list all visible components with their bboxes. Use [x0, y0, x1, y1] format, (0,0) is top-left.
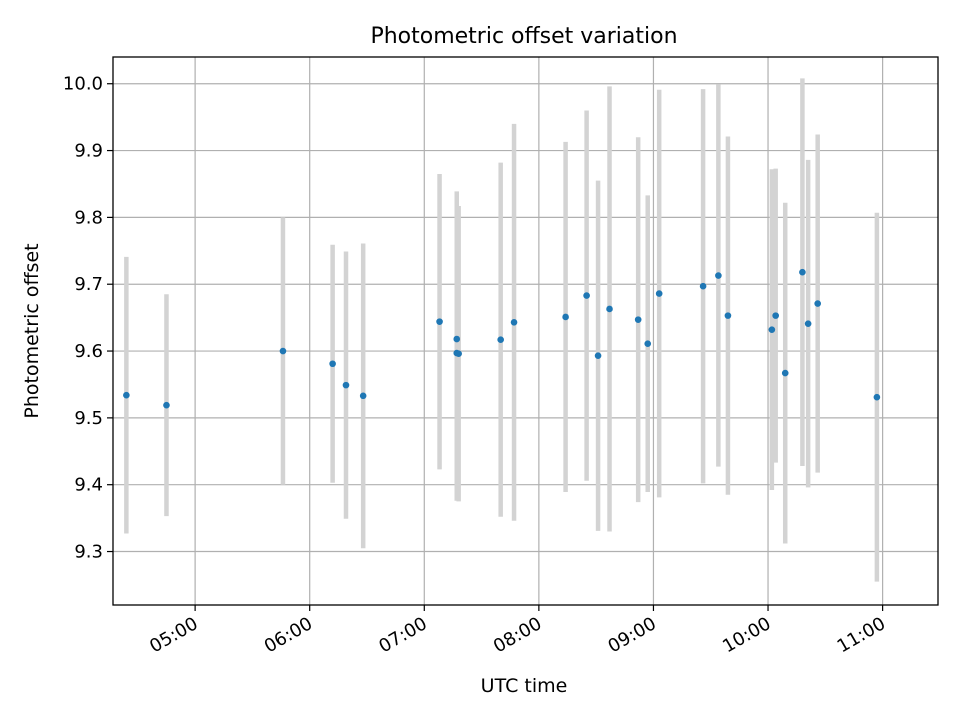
- x-tick-label: 11:00: [834, 613, 889, 657]
- data-point: [715, 272, 722, 279]
- data-point: [497, 336, 504, 343]
- data-point: [634, 316, 642, 323]
- x-tick-label: 07:00: [375, 613, 430, 657]
- x-tick-label: 08:00: [490, 613, 545, 657]
- data-points: [123, 268, 881, 409]
- data-point: [768, 326, 776, 333]
- data-point: [455, 350, 462, 358]
- data-point: [342, 381, 350, 389]
- data-point: [163, 401, 170, 409]
- data-point: [510, 319, 518, 326]
- x-axis-label: UTC time: [481, 675, 568, 697]
- data-point: [781, 369, 789, 377]
- data-point: [804, 320, 812, 327]
- data-point: [799, 268, 806, 276]
- data-point: [814, 300, 821, 307]
- data-point: [594, 352, 602, 360]
- data-point: [724, 312, 732, 319]
- data-point: [436, 318, 443, 325]
- grid: [113, 57, 938, 605]
- y-tick-label: 9.7: [74, 274, 103, 295]
- plot-frame: [112, 56, 939, 606]
- error-bars: [124, 78, 880, 582]
- y-tick-label: 9.3: [74, 542, 103, 563]
- data-point: [562, 313, 569, 321]
- data-point: [655, 290, 663, 297]
- y-tick-label: 9.8: [74, 207, 103, 228]
- y-tick-label: 9.6: [74, 341, 103, 362]
- y-tick-label: 9.9: [74, 141, 103, 162]
- y-tick-label: 10.0: [63, 74, 103, 95]
- data-point: [583, 292, 590, 299]
- data-point: [644, 340, 652, 347]
- data-point: [772, 312, 779, 319]
- data-point: [359, 392, 367, 400]
- x-tick-label: 09:00: [605, 613, 660, 657]
- y-tick-label: 9.4: [74, 475, 103, 496]
- data-point: [123, 391, 130, 399]
- data-point: [699, 282, 707, 290]
- y-axis-ticks: 9.3 9.4 9.5 9.6 9.7 9.8 9.9 10.0: [63, 74, 113, 563]
- x-tick-label: 10:00: [719, 613, 774, 657]
- data-point: [873, 393, 881, 401]
- y-tick-label: 9.5: [74, 408, 103, 429]
- data-point: [329, 360, 336, 368]
- y-axis-label: Photometric offset: [21, 243, 43, 418]
- data-point: [606, 305, 613, 313]
- x-tick-label: 05:00: [146, 613, 201, 657]
- chart-title: Photometric offset variation: [370, 24, 677, 49]
- data-point: [453, 335, 461, 343]
- x-tick-label: 06:00: [261, 613, 316, 657]
- x-axis-ticks: 05:00 06:00 07:00 08:00 09:00 10:00 11:00: [146, 605, 889, 657]
- data-point: [279, 347, 287, 355]
